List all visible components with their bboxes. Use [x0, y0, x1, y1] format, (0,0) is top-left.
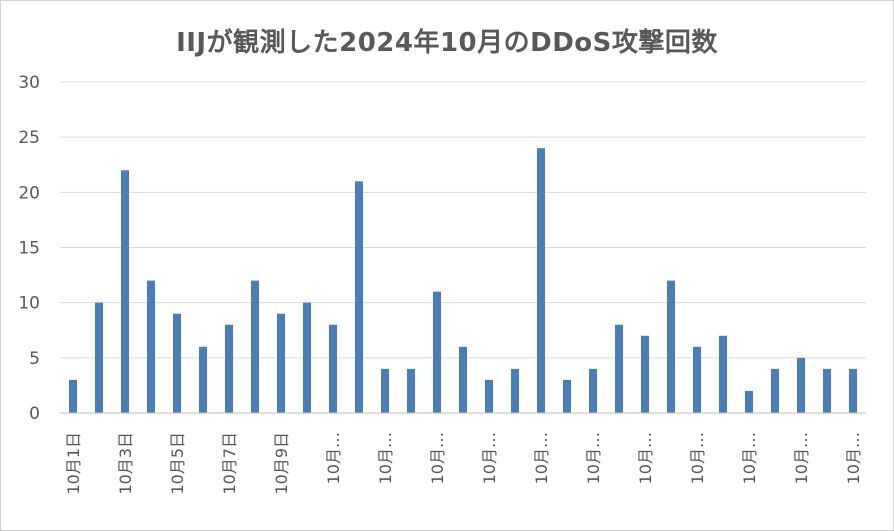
- bar: [433, 291, 441, 413]
- bar: [641, 335, 649, 413]
- bar: [69, 379, 77, 413]
- x-axis-ticks: 10月1日 10月3日 10月5日 10月7日 10月9日 10月… 10月… 10月… 10月…: [64, 432, 863, 495]
- bar: [849, 368, 857, 413]
- bar: [381, 368, 389, 413]
- x-tick-label: 10月1日: [64, 432, 83, 495]
- bar: [329, 324, 337, 413]
- y-axis-ticks: 0 5 10 15 20 25 30: [18, 73, 40, 424]
- x-tick-label: 10月…: [428, 432, 447, 484]
- y-tick-label: 0: [29, 404, 40, 424]
- bar: [485, 379, 493, 413]
- y-tick-label: 10: [18, 294, 40, 314]
- bar: [303, 302, 311, 413]
- bar: [355, 181, 363, 413]
- x-tick-label: 10月3日: [116, 432, 135, 495]
- bar: [199, 346, 207, 413]
- bar: [771, 368, 779, 413]
- x-tick-label: 10月…: [532, 432, 551, 484]
- bar: [823, 368, 831, 413]
- bar: [173, 313, 181, 413]
- x-tick-label: 10月…: [584, 432, 603, 484]
- bar: [797, 357, 805, 413]
- bar: [589, 368, 597, 413]
- bar: [147, 280, 155, 413]
- y-tick-label: 30: [18, 73, 40, 93]
- x-tick-label: 10月…: [480, 432, 499, 484]
- chart-title: IIJが観測した2024年10月のDDoS攻撃回数: [176, 28, 718, 58]
- x-tick-label: 10月…: [324, 432, 343, 484]
- bar: [251, 280, 259, 413]
- x-tick-label: 10月…: [740, 432, 759, 484]
- x-tick-label: 10月…: [844, 432, 863, 484]
- x-tick-label: 10月9日: [272, 432, 291, 495]
- x-tick-label: 10月7日: [220, 432, 239, 495]
- bars: [69, 148, 857, 413]
- x-tick-label: 10月5日: [168, 432, 187, 495]
- bar: [511, 368, 519, 413]
- x-tick-label: 10月…: [688, 432, 707, 484]
- x-tick-label: 10月…: [376, 432, 395, 484]
- x-tick-label: 10月…: [792, 432, 811, 484]
- bar: [95, 302, 103, 413]
- bar: [563, 379, 571, 413]
- y-tick-label: 15: [18, 239, 40, 259]
- bar: [615, 324, 623, 413]
- bar: [225, 324, 233, 413]
- x-tick-label: 10月…: [636, 432, 655, 484]
- bar: [459, 346, 467, 413]
- bar: [693, 346, 701, 413]
- bar: [407, 368, 415, 413]
- bar: [121, 170, 129, 413]
- bar: [277, 313, 285, 413]
- bar: [667, 280, 675, 413]
- y-tick-label: 25: [18, 128, 40, 148]
- y-tick-label: 20: [18, 183, 40, 203]
- gridlines: [60, 81, 866, 359]
- bar: [537, 148, 545, 413]
- bar: [719, 335, 727, 413]
- y-tick-label: 5: [29, 349, 40, 369]
- bar: [745, 390, 753, 413]
